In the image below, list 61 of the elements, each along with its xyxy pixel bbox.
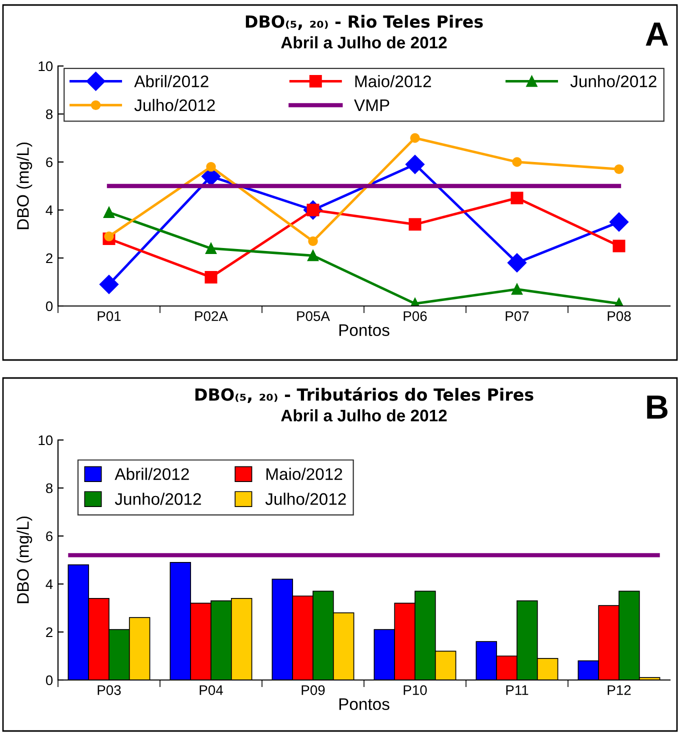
y-tick-label: 8 [46, 109, 53, 120]
point [103, 206, 115, 218]
y-tick-label: 4 [46, 205, 53, 216]
chart-subtitle: Abril a Julho de 2012 [281, 36, 447, 48]
point [405, 154, 425, 174]
legend-label: Abril/2012 [114, 468, 189, 480]
x-axis-title: Pontos [339, 324, 390, 336]
x-tick-label: P10 [404, 685, 427, 696]
point [507, 253, 527, 272]
point [204, 270, 218, 284]
point [408, 218, 422, 231]
y-tick-label: 0 [46, 675, 53, 686]
x-tick-label: P06 [404, 311, 427, 322]
x-tick-label: P03 [98, 685, 121, 696]
x-tick-label: P12 [608, 685, 631, 695]
point [206, 162, 216, 172]
legend-label: Maio/2012 [355, 75, 431, 88]
text: A [646, 22, 668, 46]
y-tick-label: 10 [38, 435, 53, 446]
legend-label: Julho/2012 [265, 492, 346, 505]
point [511, 284, 523, 295]
x-axis-title: Pontos [339, 698, 390, 710]
y-tick-label: 8 [46, 483, 53, 494]
point [510, 192, 524, 204]
legend-label: Junho/2012 [114, 492, 201, 505]
point [308, 236, 318, 246]
x-tick-label: P01 [98, 311, 121, 322]
x-tick-label: P07 [506, 311, 529, 322]
y-tick-label: 4 [46, 579, 53, 590]
legend-label: Junho/2012 [570, 75, 656, 88]
y-tick-label: 6 [46, 157, 53, 168]
legend-label: Julho/2012 [134, 98, 215, 112]
point [512, 157, 522, 167]
y-tick-label: 6 [46, 531, 53, 542]
y-tick-label: 10 [38, 61, 53, 72]
x-tick-label: P08 [608, 311, 631, 322]
point [307, 250, 319, 262]
point [612, 240, 626, 252]
point [205, 242, 217, 254]
legend-label: Maio/2012 [266, 468, 342, 480]
point [609, 212, 629, 232]
y-tick-label: 2 [46, 253, 52, 264]
legend-label: VMP [354, 100, 390, 112]
x-tick-label: P09 [302, 685, 325, 696]
y-tick-label: 2 [46, 627, 52, 638]
text: B [647, 396, 668, 419]
point [99, 274, 119, 294]
x-tick-label: P04 [200, 685, 223, 696]
x-tick-label: P05A [297, 311, 330, 322]
chart-subtitle: Abril a Julho de 2012 [281, 409, 447, 422]
point [104, 232, 114, 242]
y-axis-title: DBO (mg/L) [16, 516, 32, 604]
chart-title: DBO₍₅, ₂₀₎ - Rio Teles Pires [246, 14, 483, 30]
point [410, 133, 420, 143]
point [614, 164, 624, 174]
legend-label: Abril/2012 [134, 75, 208, 88]
x-tick-label: P02A [195, 311, 228, 322]
y-tick-label: 0 [46, 301, 53, 312]
y-axis-title: DBO (mg/L) [16, 142, 32, 230]
chart-title: DBO₍₅, ₂₀₎ - Tributários do Teles Pires [195, 387, 534, 403]
x-tick-label: P11 [506, 685, 528, 695]
